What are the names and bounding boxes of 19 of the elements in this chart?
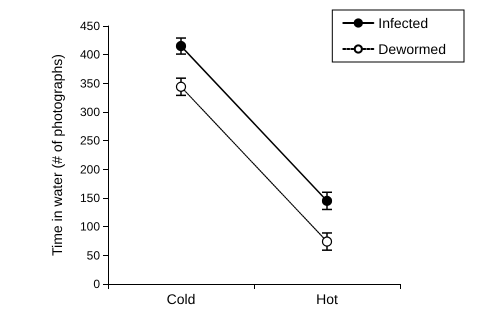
- point: [322, 196, 332, 206]
- y-tick-label: 150: [80, 191, 100, 205]
- legend-label: Infected: [378, 15, 428, 31]
- y-tick-label: 100: [80, 220, 100, 234]
- y-tick-label: 400: [80, 48, 100, 62]
- y-tick-label: 300: [80, 105, 100, 119]
- y-tick-label: 0: [93, 277, 100, 291]
- y-tick-label: 450: [80, 19, 100, 33]
- point: [176, 82, 186, 92]
- y-tick-label: 50: [86, 248, 100, 262]
- point: [176, 40, 186, 52]
- legend-label: Dewormed: [378, 41, 446, 57]
- y-tick-label: 250: [80, 134, 100, 148]
- x-tick-label: Hot: [316, 291, 338, 307]
- y-tick-label: 350: [80, 76, 100, 90]
- x-tick-label: Cold: [166, 291, 196, 307]
- point: [322, 236, 332, 247]
- y-tick-label: 200: [80, 162, 100, 176]
- y-axis-title: Time in water (# of photographs): [49, 54, 65, 256]
